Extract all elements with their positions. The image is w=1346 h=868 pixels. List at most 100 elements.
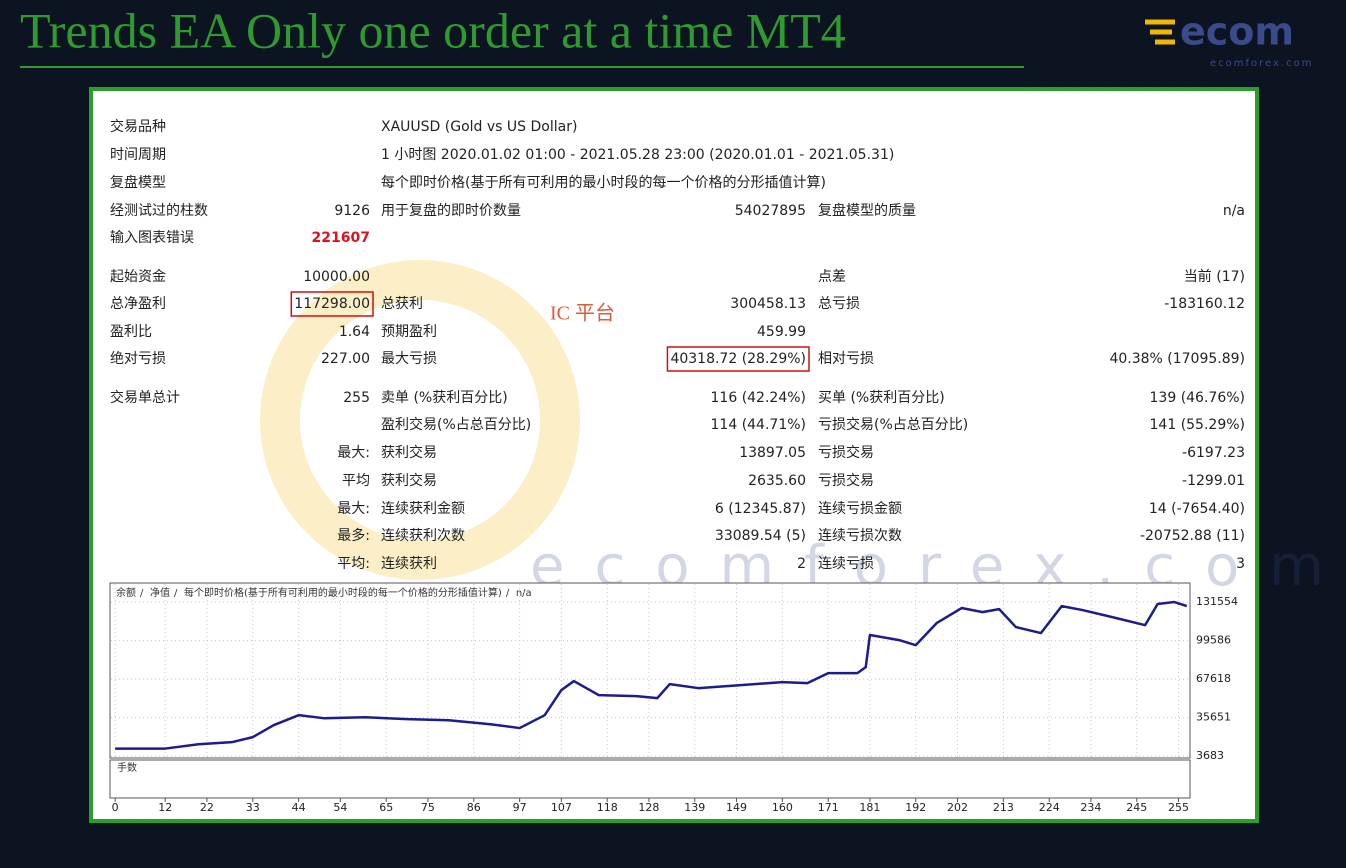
- y-tick-label: 131554: [1196, 595, 1238, 608]
- row-label: 起始资金: [110, 269, 166, 285]
- x-tick-label: 22: [200, 801, 214, 814]
- x-tick-label: 224: [1039, 801, 1060, 814]
- page-title: Trends EA Only one order at a time MT4: [20, 2, 846, 58]
- legend-text: 净值: [150, 586, 170, 599]
- row-value: 33089.54 (5): [715, 528, 806, 544]
- x-tick-label: 171: [818, 801, 839, 814]
- x-tick-label: 97: [513, 801, 527, 814]
- x-tick-label: 255: [1168, 801, 1189, 814]
- row-value: 10000.00: [303, 269, 370, 285]
- row-value: 平均: [342, 473, 370, 489]
- y-tick-label: 3683: [1196, 749, 1224, 762]
- x-tick-label: 234: [1080, 801, 1101, 814]
- row-label: 经测试过的柱数: [110, 203, 208, 219]
- y-tick-label: 35651: [1196, 711, 1231, 724]
- row-value: 最大:: [337, 501, 370, 517]
- row-label: 输入图表错误: [110, 230, 194, 246]
- row-label: 总亏损: [818, 296, 860, 312]
- row-value: -6197.23: [1182, 445, 1245, 461]
- logo-text: ecom: [1180, 10, 1294, 54]
- legend-text: 每个即时价格(基于所有可利用的最小时段的每一个价格的分形插值计算): [184, 586, 502, 599]
- highlight-box: [290, 291, 374, 317]
- row-label: 连续亏损次数: [818, 527, 902, 544]
- row-label: 连续亏损金额: [818, 500, 902, 517]
- x-tick-label: 75: [421, 801, 435, 814]
- x-tick-label: 44: [292, 801, 306, 814]
- row-value: 221607: [312, 230, 370, 246]
- x-tick-label: 86: [467, 801, 481, 814]
- legend-separator: /: [174, 588, 178, 599]
- row-value: 117298.00: [294, 296, 370, 312]
- row-label: 复盘模型的质量: [818, 202, 916, 219]
- lots-frame: [109, 759, 1191, 799]
- row-label: 亏损交易(%占总百分比): [818, 416, 968, 433]
- row-label: XAUUSD (Gold vs US Dollar): [381, 119, 577, 135]
- row-value: 平均:: [337, 556, 370, 572]
- row-label: 亏损交易: [818, 472, 874, 489]
- x-tick-label: 118: [597, 801, 618, 814]
- row-value: 40.38% (17095.89): [1109, 351, 1245, 367]
- row-value: 14 (-7654.40): [1149, 501, 1245, 517]
- row-value: 300458.13: [730, 296, 806, 312]
- x-tick-label: 213: [993, 801, 1014, 814]
- row-value: -20752.88 (11): [1140, 528, 1245, 544]
- row-label: 卖单 (%获利百分比): [381, 390, 508, 406]
- row-value: 255: [343, 390, 370, 406]
- x-tick-label: 202: [947, 801, 968, 814]
- row-label: 点差: [818, 269, 846, 285]
- x-tick-label: 128: [638, 801, 659, 814]
- equity-line: [115, 600, 1188, 750]
- row-label: 用于复盘的即时价数量: [381, 202, 521, 219]
- row-label: 最大亏损: [381, 351, 437, 367]
- x-tick-label: 181: [859, 801, 880, 814]
- row-value: -1299.01: [1182, 473, 1245, 489]
- x-tick-label: 54: [333, 801, 347, 814]
- row-value: 459.99: [757, 324, 806, 340]
- row-label: 相对亏损: [818, 351, 874, 367]
- row-label: 连续亏损: [818, 555, 874, 572]
- row-label: 盈利比: [110, 324, 152, 340]
- row-label: 连续获利金额: [381, 500, 465, 517]
- row-value: 最多:: [337, 527, 370, 544]
- row-label: 交易品种: [110, 118, 166, 135]
- row-label: 获利交易: [381, 444, 437, 461]
- x-tick-label: 65: [379, 801, 393, 814]
- legend-entry: 余额: [116, 586, 136, 599]
- row-label: 1 小时图 2020.01.02 01:00 - 2021.05.28 23:0…: [381, 147, 894, 163]
- row-label: 时间周期: [110, 147, 166, 163]
- equity-chart: 3683 35651 67618 99586 131554 0 12 22 33 44 54 65 75…: [109, 582, 1238, 814]
- logo-mark: [1145, 19, 1175, 45]
- row-value: 6 (12345.87): [715, 501, 806, 517]
- y-tick-label: 99586: [1196, 634, 1231, 647]
- annotation: IC 平台: [550, 302, 615, 325]
- row-label: 亏损交易: [818, 444, 874, 461]
- row-value: 2: [797, 556, 806, 572]
- y-tick-label: 67618: [1196, 672, 1231, 685]
- row-value: 114 (44.71%): [711, 417, 806, 433]
- x-tick-label: 149: [726, 801, 747, 814]
- row-label: 连续获利次数: [381, 527, 465, 544]
- row-label: 买单 (%获利百分比): [818, 390, 945, 406]
- row-label: 总净盈利: [110, 296, 166, 312]
- row-label: 交易单总计: [110, 389, 180, 406]
- highlight-box: [666, 346, 810, 372]
- row-value: -183160.12: [1164, 296, 1245, 312]
- row-value: 3: [1236, 556, 1245, 572]
- x-tick-label: 0: [112, 801, 119, 814]
- legend-text: n/a: [516, 588, 532, 599]
- report-table: 交易品种 XAUUSD (Gold vs US Dollar) 时间周期 1 小时图 …: [110, 118, 1245, 572]
- x-tick-label: 12: [158, 801, 172, 814]
- row-label: 盈利交易(%占总百分比): [381, 416, 531, 433]
- legend-separator: /: [140, 588, 144, 599]
- row-label: 复盘模型: [110, 174, 166, 191]
- logo-site: ecomforex.com: [1210, 58, 1313, 69]
- row-value: 1.64: [339, 324, 370, 340]
- row-label: 连续获利: [381, 555, 437, 572]
- row-label: 每个即时价格(基于所有可利用的最小时段的每一个价格的分形插值计算): [381, 174, 826, 191]
- row-label: 总获利: [381, 296, 423, 312]
- row-label: 获利交易: [381, 472, 437, 489]
- row-label: 绝对亏损: [110, 351, 166, 367]
- row-value: 141 (55.29%): [1150, 417, 1245, 433]
